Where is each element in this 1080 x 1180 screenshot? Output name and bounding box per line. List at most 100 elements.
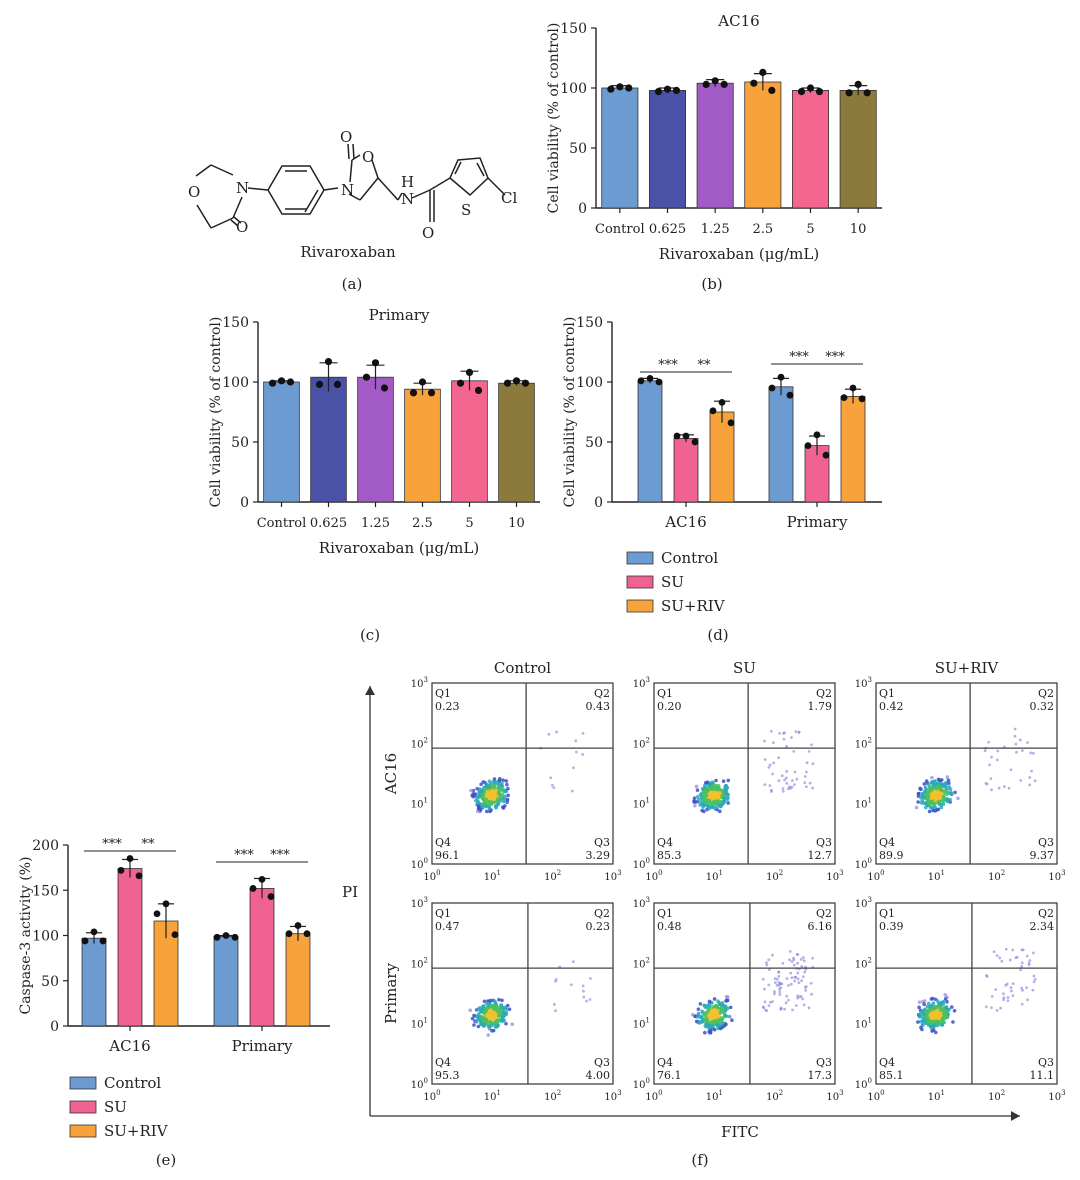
cell-event (1015, 750, 1018, 754)
cell-event (761, 977, 765, 981)
x-tick-exponent: 2 (779, 869, 783, 877)
cell-event (1011, 948, 1015, 952)
x-tick-label: 2.5 (752, 222, 773, 237)
data-point (258, 875, 266, 883)
fitc-arrow (1011, 1111, 1020, 1121)
cell-event (956, 796, 960, 801)
x-tick-exponent: 1 (940, 869, 944, 877)
cell-event (773, 990, 776, 993)
cell-event (716, 1013, 721, 1018)
cell-event (801, 956, 805, 959)
cell-event (1002, 785, 1006, 789)
data-point (465, 368, 474, 376)
cell-event (692, 796, 697, 800)
y-tick-label: 103 (633, 676, 650, 690)
quadrant-label: Q1 (657, 907, 673, 920)
cell-event (777, 974, 781, 978)
cell-event (935, 998, 940, 1003)
bar (357, 376, 394, 503)
cell-event (501, 778, 505, 782)
quadrant-value: 11.1 (1030, 1069, 1055, 1082)
cell-event (928, 1013, 933, 1018)
cell-event (1014, 742, 1018, 746)
cell-event (792, 963, 796, 967)
cell-event (783, 1007, 787, 1011)
quadrant-label: Q3 (816, 1056, 832, 1069)
column-header: SU (733, 659, 756, 677)
cell-event (944, 1015, 948, 1020)
quadrant-label: Q1 (435, 687, 451, 700)
bar (117, 868, 143, 1027)
cell-event (730, 1018, 734, 1022)
cell-event (495, 1021, 499, 1025)
cell-event (1025, 986, 1029, 990)
cell-event (485, 809, 489, 814)
cell-event (1032, 951, 1035, 955)
x-tick-exponent: 3 (839, 1089, 843, 1097)
x-tick-exponent: 1 (496, 1089, 500, 1097)
bar (310, 376, 347, 503)
cell-event (924, 779, 929, 783)
cell-event (925, 791, 930, 796)
cell-event (917, 1005, 921, 1010)
y-tick-exponent: 1 (646, 797, 650, 805)
cell-event (795, 777, 799, 781)
cell-event (770, 790, 773, 793)
cell-event (774, 981, 777, 985)
cell-event (482, 999, 487, 1004)
cell-event (488, 998, 493, 1003)
cell-event (799, 958, 803, 961)
cell-event (930, 791, 934, 796)
legend-swatch (626, 575, 654, 589)
y-tick-label: 103 (855, 676, 872, 690)
cell-event (718, 1002, 723, 1007)
cell-event (780, 774, 784, 778)
cell-event (781, 787, 785, 790)
cell-event (585, 999, 589, 1003)
quadrant-value: 17.3 (808, 1069, 833, 1082)
quadrant-label: Q2 (594, 687, 610, 700)
cell-event (920, 798, 925, 803)
cell-event (945, 792, 949, 797)
quadrant-label: Q1 (435, 907, 451, 920)
bar (673, 437, 699, 503)
x-tick-label: 100 (423, 869, 440, 883)
cell-event (933, 1006, 938, 1010)
cell-event (728, 1005, 733, 1010)
cell-event (1033, 779, 1037, 783)
cell-event (790, 736, 793, 739)
cell-event (996, 758, 999, 762)
data-point (362, 373, 371, 381)
structure-atom-h: H (401, 173, 414, 191)
cell-event (700, 808, 704, 813)
legend-swatch (69, 1100, 97, 1114)
cell-event (470, 1016, 475, 1021)
cell-event (724, 1022, 728, 1027)
flow-plot: Q10.48Q26.16Q476.1Q317.31001001011011021… (633, 896, 844, 1103)
cell-event (794, 1004, 798, 1007)
plot-frame (653, 902, 836, 1085)
cell-event (767, 958, 771, 962)
y-tick-label: 103 (633, 896, 650, 910)
cell-event (581, 989, 585, 993)
plot-frame (653, 682, 836, 865)
cell-event (725, 1006, 730, 1011)
cell-event (1020, 986, 1024, 990)
y-tick-label: 102 (411, 956, 428, 970)
cell-event (996, 749, 1000, 753)
quadrant-label: Q2 (1038, 687, 1054, 700)
cell-event (793, 783, 796, 787)
cell-event (718, 809, 722, 814)
x-tick-exponent: 1 (718, 1089, 722, 1097)
y-tick-label: 102 (633, 736, 650, 750)
data-point (646, 375, 654, 382)
x-tick-label: 101 (928, 869, 945, 883)
y-tick-label: 150 (222, 315, 249, 331)
cell-event (1032, 980, 1036, 984)
x-tick-exponent: 2 (1001, 1089, 1005, 1097)
cell-event (492, 1016, 496, 1021)
y-axis-label: Cell viability (% of control) (546, 23, 562, 214)
cell-event (714, 805, 719, 810)
y-tick-label: 50 (41, 974, 59, 990)
structure-atom-n1: N (236, 179, 249, 197)
